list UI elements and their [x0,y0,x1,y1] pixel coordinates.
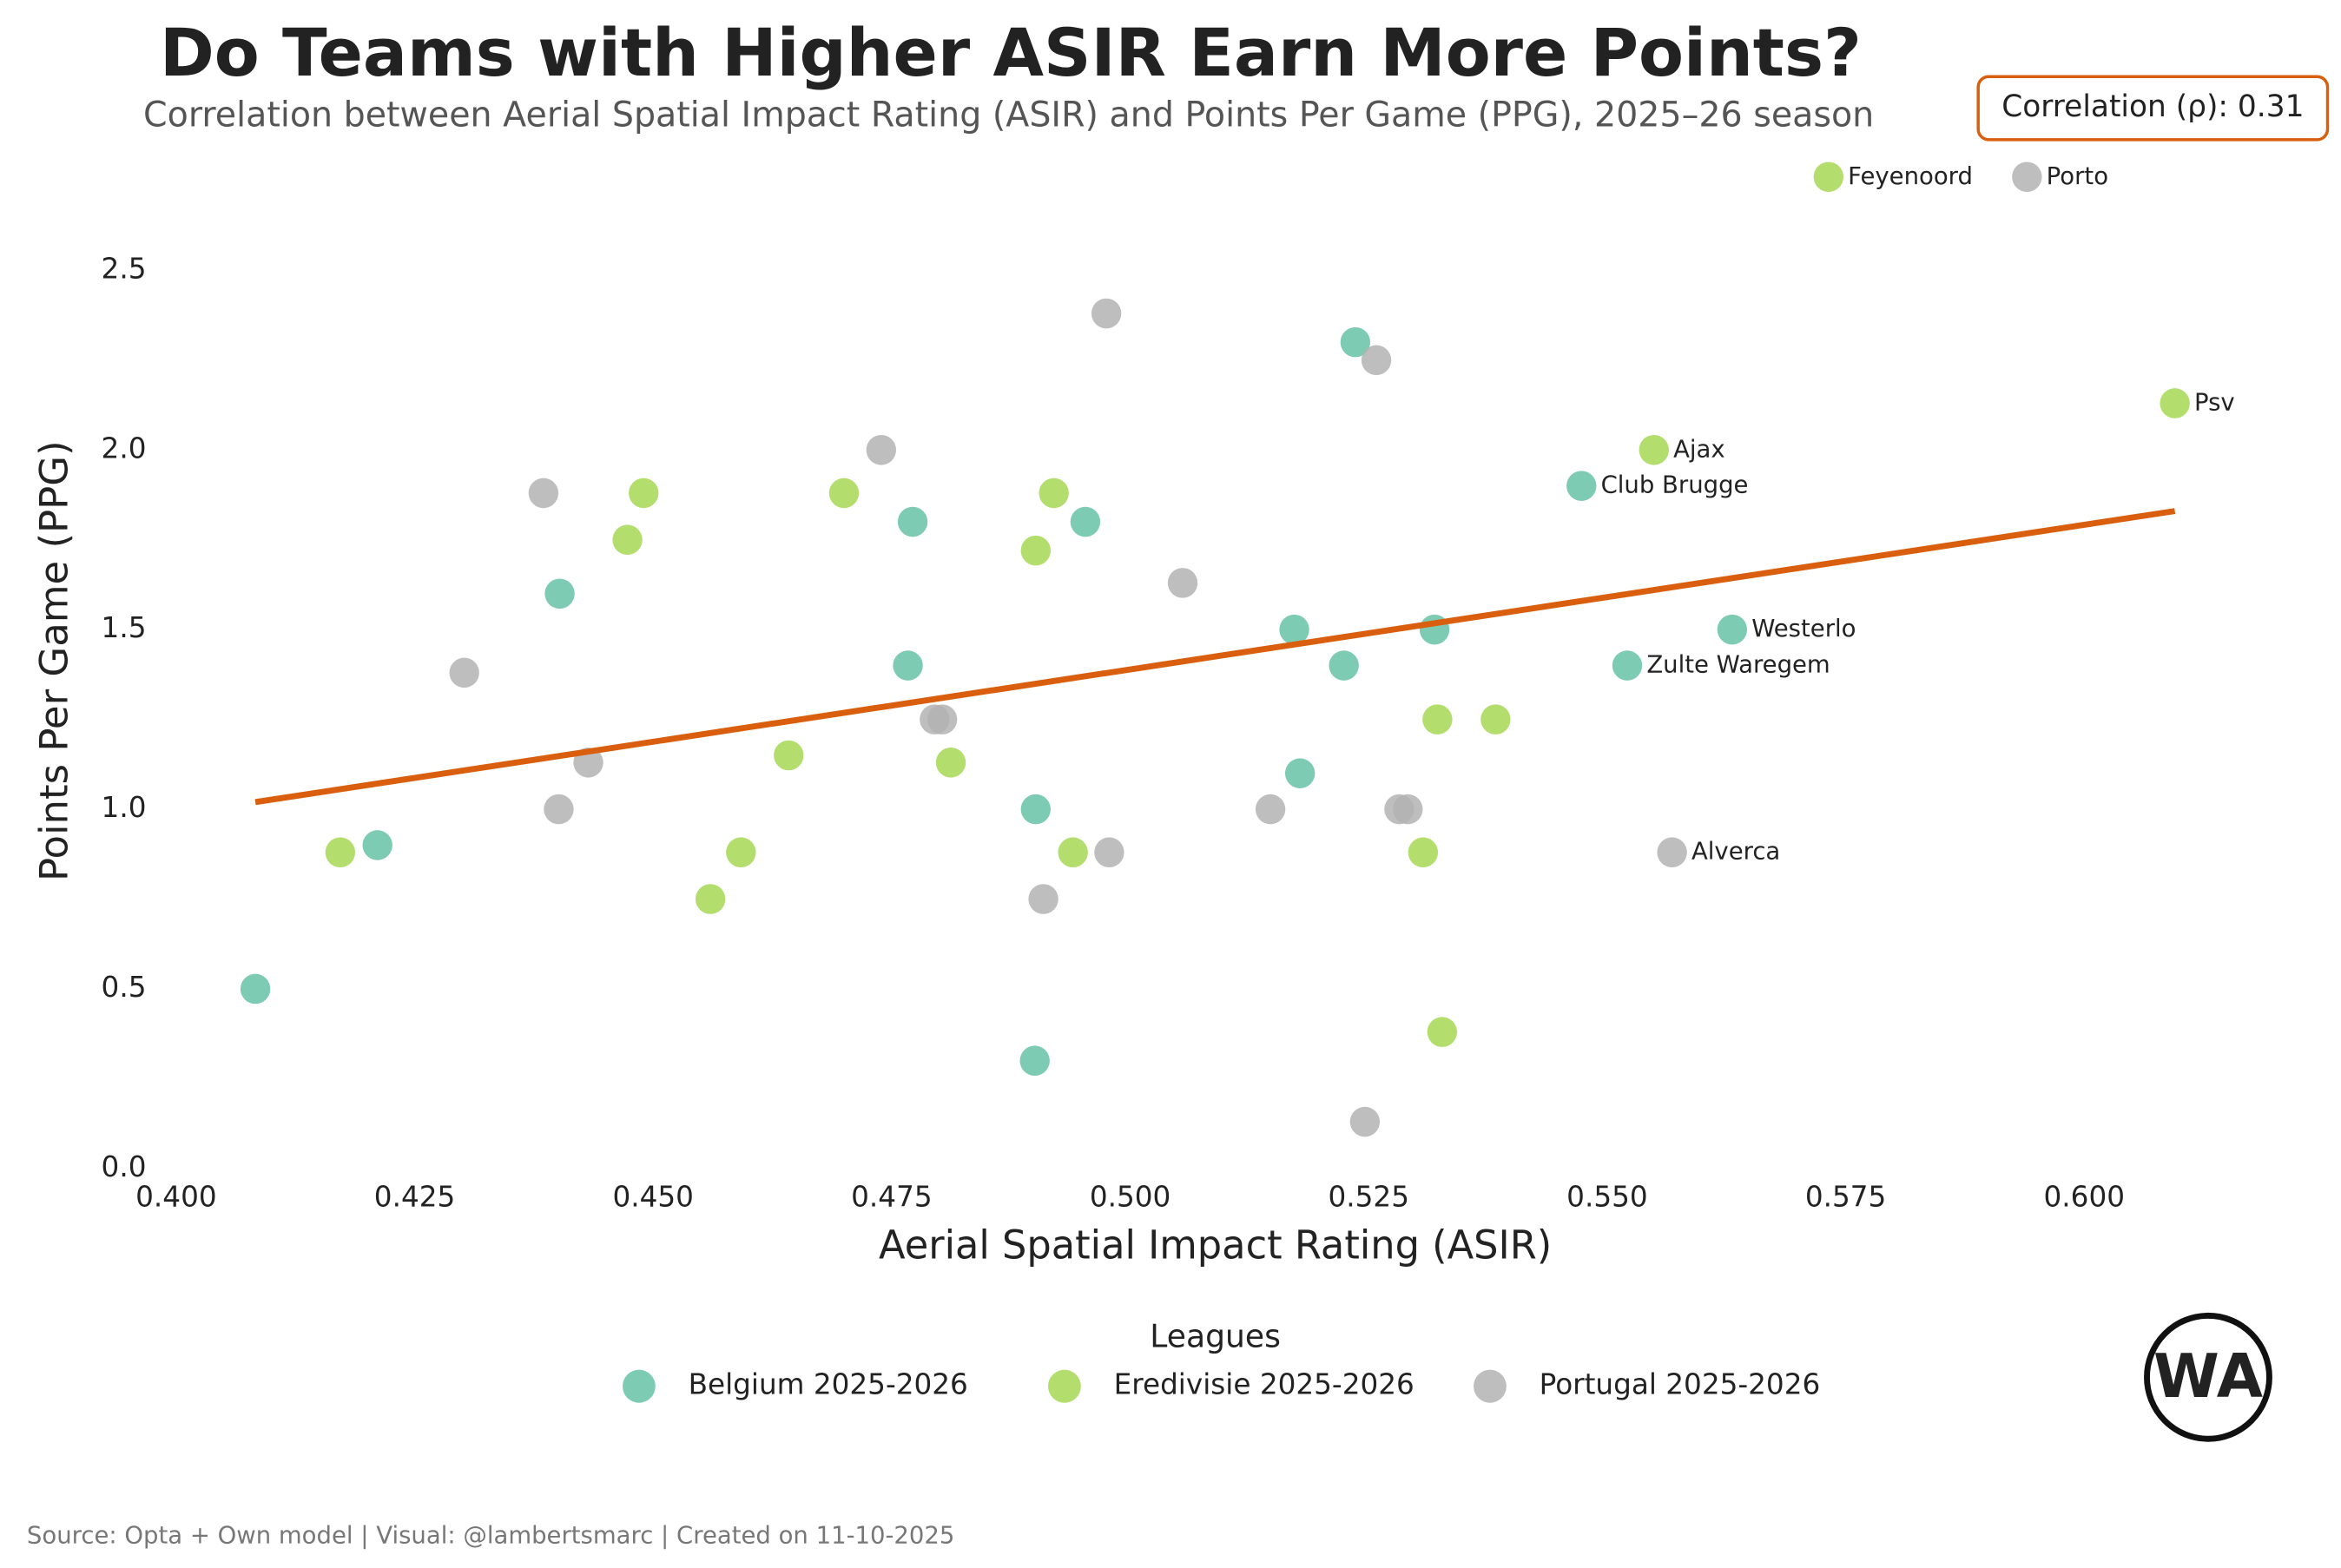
point [1361,345,1392,376]
point-label: Feyenoord [1848,161,1973,190]
point [1480,704,1511,735]
legend-label: Eredivisie 2025-2026 [1114,1368,1414,1401]
point [1167,568,1198,598]
point [866,434,897,465]
source-note: Source: Opta + Own model | Visual: @lamb… [27,1521,954,1550]
point-label: Psv [2194,387,2235,416]
point-label: Zulte Waregem [1646,649,1830,678]
point [612,524,643,556]
legend-label: Portugal 2025-2026 [1540,1368,1821,1401]
point-label: Porto [2047,161,2108,190]
point [1094,837,1124,868]
point [1091,298,1122,329]
point-label: Alverca [1691,837,1780,866]
point [726,837,756,868]
point [528,478,559,509]
point [2012,161,2042,193]
point [1329,650,1359,681]
point [1639,434,1669,465]
x-axis-label: Aerial Spatial Impact Rating (ASIR) [879,1222,1552,1268]
legend-title: Leagues [1150,1317,1281,1354]
chart-title: Do Teams with Higher ASIR Earn More Poin… [160,15,1862,91]
chart-subtitle: Correlation between Aerial Spatial Impac… [143,95,1874,135]
point-label: Ajax [1673,434,1725,463]
point [1340,326,1371,358]
point [240,973,271,1005]
point [1020,535,1052,566]
x-tick-label: 0.600 [2044,1180,2125,1213]
x-tick-label: 0.400 [135,1180,216,1213]
point [774,740,804,771]
legend-marker [1474,1369,1507,1403]
point [1255,794,1286,825]
y-axis-label: Points Per Game (PPG) [30,440,76,881]
point [897,506,928,537]
point [1020,794,1052,825]
x-tick-label: 0.550 [1566,1180,1647,1213]
point [1019,1045,1050,1077]
point [1058,837,1088,868]
point [544,794,574,825]
x-tick-label: 0.500 [1090,1180,1170,1213]
y-tick-label: 2.5 [102,252,147,285]
point [695,884,726,914]
point [1349,1106,1381,1137]
point [1566,471,1597,501]
annotation-box [1976,75,2330,142]
y-tick-label: 2.0 [102,432,147,464]
point-label: Club Brugge [1601,471,1749,499]
logo-ring [2144,1312,2272,1442]
point [1039,478,1069,509]
y-tick-label: 0.5 [102,971,147,1004]
point [1813,161,1844,193]
point [893,650,923,681]
x-tick-label: 0.450 [612,1180,693,1213]
point [1028,884,1058,914]
y-tick-label: 1.0 [102,791,147,824]
logo: WA [2153,1342,2264,1412]
point [1408,837,1439,868]
point [935,747,966,778]
x-tick-label: 0.475 [851,1180,932,1213]
point [325,837,356,868]
point-label: Westerlo [1751,614,1856,642]
point [1284,758,1316,788]
point [1427,1017,1458,1047]
x-tick-label: 0.575 [1805,1180,1886,1213]
y-tick-label: 0.0 [102,1150,147,1183]
x-tick-label: 0.525 [1329,1180,1409,1213]
point [1657,837,1687,868]
point [362,830,392,860]
legend-marker [622,1369,656,1403]
x-tick-label: 0.425 [374,1180,455,1213]
legend-marker [1048,1369,1081,1403]
point [1717,614,1748,645]
point [449,657,479,688]
point [1612,650,1643,681]
y-tick-label: 1.5 [102,611,147,644]
point [1279,614,1309,645]
point [1393,794,1423,825]
annotation: Correlation (ρ): 0.31 [2001,89,2304,124]
legend-label: Belgium 2025-2026 [689,1368,968,1401]
point [1070,506,1101,537]
point [544,578,575,609]
trend-line [254,508,2176,806]
point [1422,704,1453,735]
point [2160,388,2190,418]
point [927,704,958,735]
point [828,478,860,509]
point [629,478,659,509]
